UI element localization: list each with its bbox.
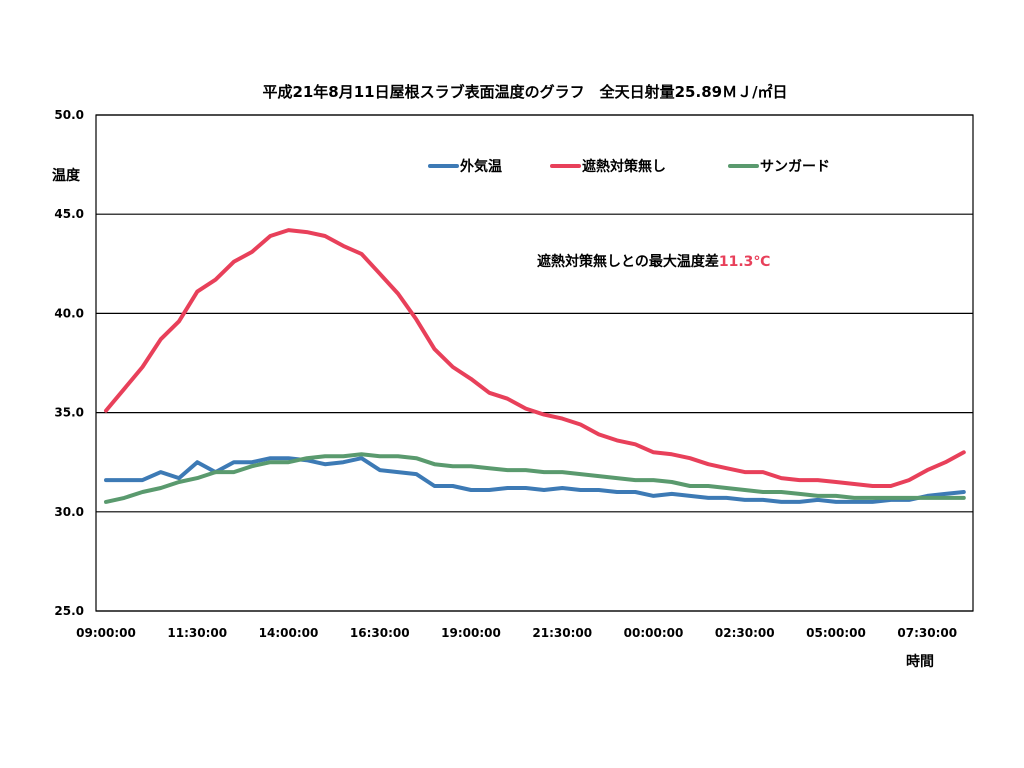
annotation-value: 11.3℃	[719, 254, 771, 270]
legend-label-1: 遮熱対策無し	[582, 158, 666, 175]
legend-label-0: 外気温	[460, 158, 502, 175]
annotation-text: 遮熱対策無しとの最大温度差	[537, 253, 719, 270]
y-tick-label: 50.0	[54, 108, 84, 122]
y-tick-labels: 25.0 30.0 35.0 40.0 45.0 50.0	[54, 108, 84, 618]
y-axis-label: 温度	[52, 167, 81, 184]
legend-label-2: サンガード	[760, 159, 830, 175]
y-tick-label: 35.0	[54, 406, 84, 420]
chart-title: 平成21年8月11日屋根スラブ表面温度のグラフ 全天日射量25.89ＭＪ/㎡日	[262, 83, 787, 101]
x-tick-label: 00:00:00	[624, 626, 684, 640]
x-tick-label: 14:00:00	[259, 626, 319, 640]
y-tick-label: 45.0	[54, 207, 84, 221]
plot-area-border	[95, 114, 974, 612]
legend: 外気温 遮熱対策無し サンガード	[428, 158, 830, 175]
y-tick-label: 40.0	[54, 306, 84, 320]
y-tick-label: 25.0	[54, 604, 84, 618]
x-tick-label: 16:30:00	[350, 626, 410, 640]
series-lines	[104, 228, 966, 504]
x-axis-label: 時間	[906, 653, 934, 670]
y-tick-label: 30.0	[54, 505, 84, 519]
series-line-1	[104, 228, 966, 488]
series-line-0	[104, 456, 966, 504]
x-tick-label: 07:30:00	[897, 626, 957, 640]
x-tick-label: 02:30:00	[715, 626, 775, 640]
grid	[96, 114, 973, 612]
x-tick-label: 05:00:00	[806, 626, 866, 640]
svg-text:遮熱対策無しとの最大温度差11.3℃: 遮熱対策無しとの最大温度差11.3℃	[537, 253, 770, 270]
x-tick-label: 19:00:00	[441, 626, 501, 640]
x-tick-labels: 09:00:00 11:30:00 14:00:00 16:30:00 19:00:00…	[76, 626, 957, 640]
x-tick-label: 21:30:00	[532, 626, 592, 640]
series-line-2	[104, 452, 966, 504]
annotation: 遮熱対策無しとの最大温度差11.3℃	[537, 253, 770, 270]
x-tick-label: 11:30:00	[167, 626, 227, 640]
x-tick-label: 09:00:00	[76, 626, 136, 640]
